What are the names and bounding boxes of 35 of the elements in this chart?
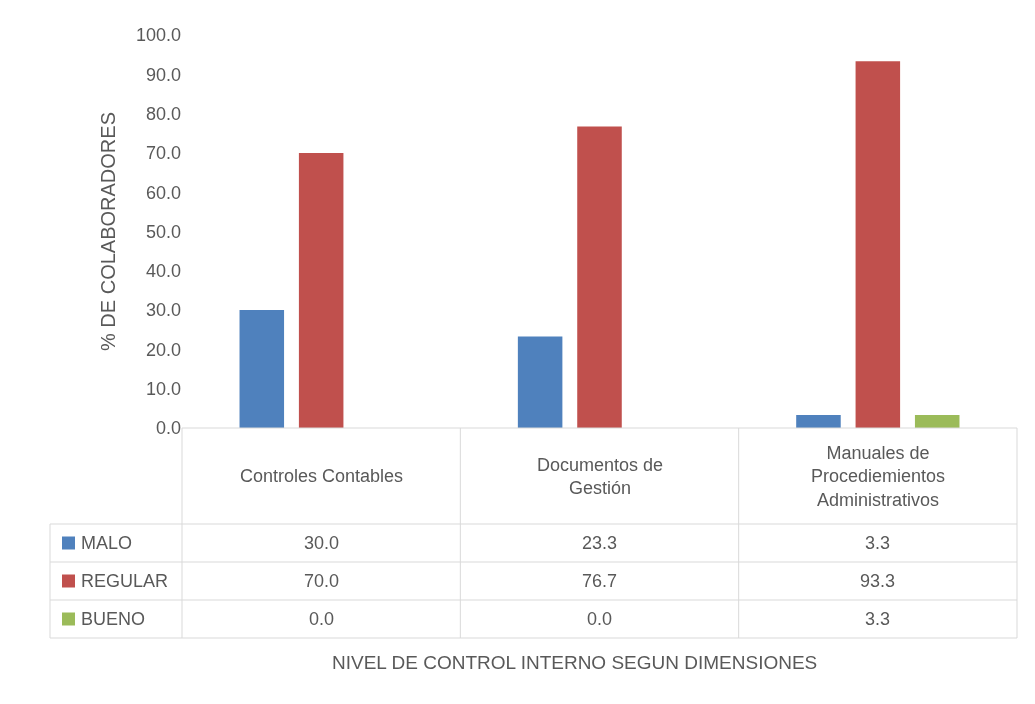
y-tick-label: 70.0 [145,143,181,164]
bar [577,126,622,428]
x-tick-label: Documentos de Gestión [537,455,664,499]
y-tick-label: 10.0 [145,379,181,399]
bar [796,415,841,428]
data-label: 70.0 [304,571,340,591]
text: NIVEL DE CONTROL INTERNO SEGUN DIMENSIONES [332,652,818,673]
data-label: 76.7 [582,571,618,591]
data-label: 30.0 [304,533,340,553]
data-label: 3.3 [865,609,891,629]
data-label: 3.3 [865,533,891,553]
y-tick-label: 0.0 [155,418,181,439]
legend-label: MALO [81,533,133,553]
y-tick-label: 30.0 [145,300,181,321]
legend-label: REGULAR [81,571,169,591]
bar [855,61,901,428]
bar [914,415,960,428]
bar [298,152,344,428]
y-tick-label: 40.0 [145,261,181,282]
data-label: 0.0 [587,609,613,629]
y-tick-label: 20.0 [145,339,181,360]
y-tick-label: 50.0 [145,221,181,242]
data-label: 0.0 [309,609,335,629]
x-tick-label: Controles Contables [240,466,404,486]
y-tick-label: 100.0 [135,25,181,46]
y-tick-label: 60.0 [145,182,181,203]
x-tick-label: Manuales de Procediemientos Administrativos [811,443,946,510]
bar [517,336,563,428]
y-tick-label: 90.0 [145,64,181,85]
bar [239,310,285,428]
y-tick-label: 80.0 [145,103,181,124]
legend-label: BUENO [81,609,146,629]
data-label: 23.3 [582,533,618,553]
y-axis-title: % DE COLABORADORES [97,112,120,351]
data-label: 93.3 [860,571,896,591]
